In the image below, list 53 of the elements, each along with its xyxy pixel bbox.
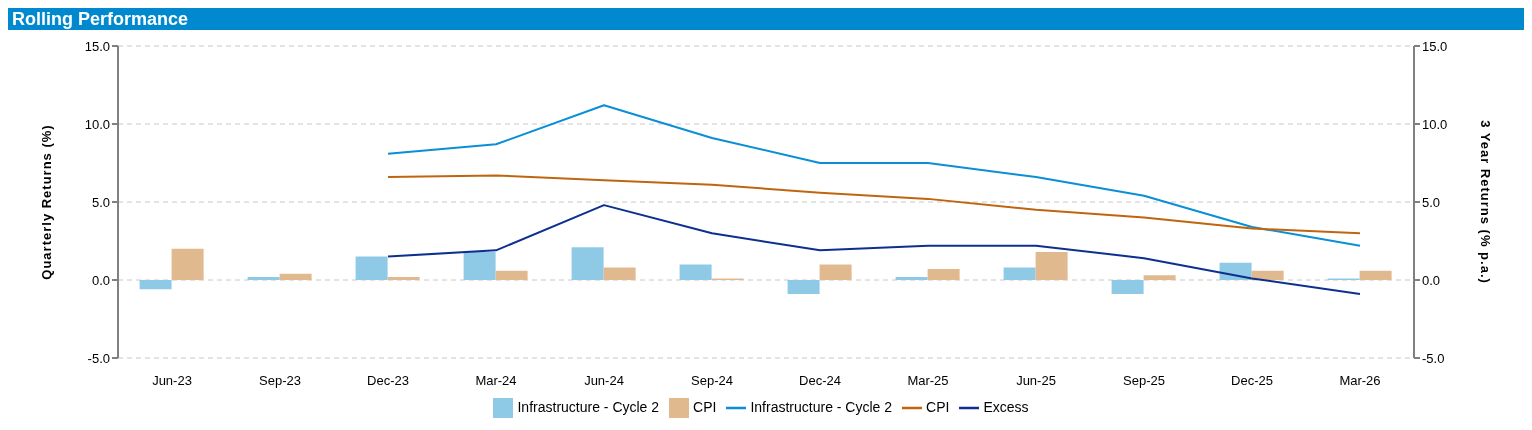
x-tick-label: Jun-25 [1016, 373, 1056, 389]
bar [463, 251, 496, 280]
bar [819, 264, 852, 280]
bar [1143, 275, 1176, 280]
bar [1003, 267, 1036, 280]
bar [787, 280, 820, 295]
x-tick-label: Sep-25 [1123, 373, 1165, 389]
legend-label: CPI [926, 398, 950, 415]
x-tick-label: Mar-25 [907, 373, 949, 389]
y-tick-label: 5.0 [91, 194, 110, 210]
line-series [387, 104, 1361, 247]
legend-label: Infrastructure - Cycle 2 [750, 398, 893, 415]
bar [247, 276, 280, 280]
legend-label: Excess [983, 398, 1029, 415]
x-tick-label: Sep-23 [259, 373, 301, 389]
y2-tick-label: -5.0 [1422, 350, 1445, 366]
y2-tick-label: 5.0 [1422, 194, 1441, 210]
bar [1359, 270, 1392, 280]
y-tick-label: -5.0 [87, 350, 110, 366]
bar [355, 256, 388, 280]
y-tick-label: 0.0 [91, 272, 110, 288]
bar [171, 248, 204, 280]
y-tick-label: 10.0 [84, 116, 110, 132]
x-tick-label: Mar-26 [1339, 373, 1381, 389]
x-tick-label: Dec-25 [1231, 373, 1273, 389]
line-series [387, 174, 1361, 235]
bar [1035, 251, 1068, 280]
chart-title: Rolling Performance [8, 8, 1524, 30]
y-axis-title: Quarterly Returns (%) [38, 124, 54, 280]
x-tick-label: Dec-23 [367, 373, 409, 389]
y2-tick-label: 10.0 [1422, 116, 1448, 132]
y2-tick-label: 15.0 [1422, 38, 1448, 54]
x-tick-label: Jun-24 [584, 373, 624, 389]
legend-label: Infrastructure - Cycle 2 [517, 398, 660, 415]
bar [603, 267, 636, 280]
x-tick-label: Dec-24 [799, 373, 841, 389]
line-series [387, 204, 1361, 296]
bar [387, 276, 420, 280]
y2-axis-title: 3 Year Returns (% p.a.) [1478, 120, 1494, 284]
x-tick-label: Mar-24 [475, 373, 517, 389]
bar [571, 247, 604, 280]
bar [679, 264, 712, 280]
bar [495, 270, 528, 280]
legend-label: CPI [693, 398, 717, 415]
x-tick-label: Sep-24 [691, 373, 733, 389]
bar [927, 269, 960, 280]
bar [279, 273, 312, 280]
x-tick-label: Jun-23 [152, 373, 192, 389]
y2-tick-label: 0.0 [1422, 272, 1441, 288]
bar [1111, 280, 1144, 295]
y-tick-label: 15.0 [84, 38, 110, 54]
bar [139, 280, 172, 290]
bar [895, 276, 928, 280]
